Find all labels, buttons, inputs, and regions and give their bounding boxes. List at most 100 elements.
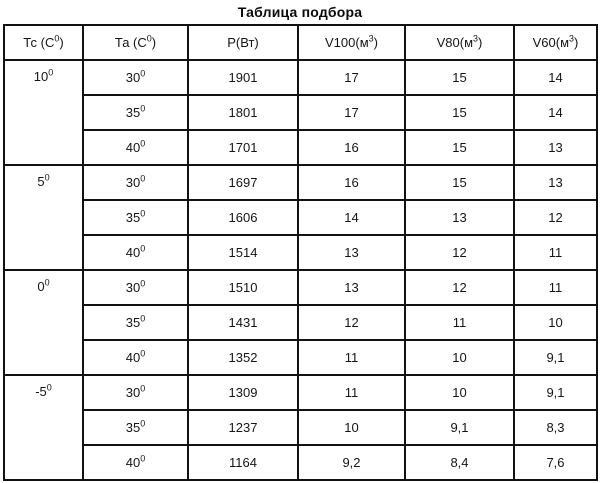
col-header-ta: Та (С0) [82, 24, 189, 61]
p-cell: 1801 [187, 94, 299, 131]
ta-value: 35 [125, 315, 141, 330]
table-row: 400 1164 9,2 8,4 7,6 [4, 444, 598, 481]
header-text: ) [59, 35, 64, 50]
p-cell: 1309 [187, 374, 299, 411]
v100-cell: 13 [297, 234, 406, 271]
v60-cell: 9,1 [513, 374, 598, 411]
degree-sup: 0 [146, 33, 152, 44]
v100-cell: 14 [297, 199, 406, 236]
ta-value: 30 [125, 175, 141, 190]
degree-sup: 0 [140, 138, 146, 149]
ta-cell: 400 [82, 339, 189, 376]
tc-value: -5 [35, 384, 47, 399]
degree-sup: 0 [54, 33, 60, 44]
ta-value: 30 [125, 280, 141, 295]
degree-sup: 0 [140, 243, 146, 254]
v60-cell: 8,3 [513, 409, 598, 446]
v100-cell: 17 [297, 59, 406, 96]
cubic-sup: 3 [473, 33, 479, 44]
table-row: 100 300 1901 17 15 14 [3, 59, 598, 166]
tc-cell: -50 [3, 374, 84, 481]
table-row: 350 1237 10 9,1 8,3 [4, 409, 598, 446]
v60-cell: 13 [513, 129, 598, 166]
v100-cell: 13 [297, 269, 406, 306]
v80-cell: 11 [404, 304, 515, 341]
header-text: ) [373, 35, 378, 50]
v80-cell: 15 [404, 129, 515, 166]
col-header-v80: V80(м3) [404, 24, 515, 61]
cubic-sup: 3 [569, 33, 575, 44]
ta-cell: 350 [82, 409, 189, 446]
page-title: Таблица подбора [237, 4, 363, 20]
col-header-tc: Тс (С0) [3, 24, 84, 61]
v100-cell: 16 [297, 164, 406, 201]
ta-cell: 400 [82, 444, 189, 481]
tc-cell: 00 [3, 269, 84, 376]
p-cell: 1697 [187, 164, 299, 201]
v60-cell: 10 [513, 304, 598, 341]
degree-sup: 0 [140, 103, 146, 114]
v80-cell: 12 [404, 269, 515, 306]
header-text: Тс (С [23, 35, 55, 50]
degree-sup: 0 [140, 68, 146, 79]
degree-sup: 0 [44, 277, 50, 288]
p-cell: 1606 [187, 199, 299, 236]
degree-sup: 0 [140, 453, 146, 464]
tc-value: 5 [37, 174, 45, 189]
degree-sup: 0 [140, 383, 146, 394]
v100-cell: 11 [297, 339, 406, 376]
v60-cell: 7,6 [513, 444, 598, 481]
degree-sup: 0 [44, 172, 50, 183]
header-text: ) [574, 35, 579, 50]
table-row: -50 300 1309 11 10 9,1 [3, 374, 598, 481]
v60-cell: 14 [513, 59, 598, 96]
selection-table: Тс (С0) Та (С0) Р(Вт) V100(м3) V80(м3) V… [3, 24, 598, 481]
table-row: 350 1606 14 13 12 [4, 199, 598, 236]
table-row: 00 300 1510 13 12 11 [3, 269, 598, 376]
ta-value: 40 [125, 455, 141, 470]
v60-cell: 11 [513, 234, 598, 271]
ta-value: 35 [125, 210, 141, 225]
v100-cell: 9,2 [297, 444, 406, 481]
v80-cell: 12 [404, 234, 515, 271]
col-header-v100: V100(м3) [297, 24, 406, 61]
v80-cell: 15 [404, 164, 515, 201]
degree-sup: 0 [140, 313, 146, 324]
v100-cell: 16 [297, 129, 406, 166]
table-row: 50 300 1697 16 15 13 [3, 164, 598, 271]
degree-sup: 0 [46, 382, 52, 393]
header-text: V80(м [436, 35, 474, 50]
table-row: 400 1352 11 10 9,1 [4, 339, 598, 376]
v60-cell: 14 [513, 94, 598, 131]
v80-cell: 10 [404, 374, 515, 411]
ta-cell: 300 [82, 164, 189, 201]
v100-cell: 12 [297, 304, 406, 341]
degree-sup: 0 [140, 348, 146, 359]
table-row: 400 1701 16 15 13 [4, 129, 598, 166]
header-text: V100(м [325, 35, 369, 50]
p-cell: 1901 [187, 59, 299, 96]
ta-value: 30 [125, 385, 141, 400]
header-text: ) [151, 35, 157, 50]
p-cell: 1514 [187, 234, 299, 271]
p-cell: 1237 [187, 409, 299, 446]
cubic-sup: 3 [368, 33, 374, 44]
ta-cell: 350 [82, 94, 189, 131]
v100-cell: 10 [297, 409, 406, 446]
ta-value: 40 [125, 350, 141, 365]
tc-cell: 100 [3, 59, 84, 166]
ta-cell: 300 [82, 59, 189, 96]
tc-value: 10 [33, 69, 49, 84]
header-text: V60(м [532, 35, 570, 50]
v100-cell: 17 [297, 94, 406, 131]
p-cell: 1352 [187, 339, 299, 376]
p-cell: 1510 [187, 269, 299, 306]
ta-value: 35 [125, 105, 141, 120]
ta-value: 30 [125, 70, 141, 85]
v60-cell: 12 [513, 199, 598, 236]
ta-value: 40 [125, 140, 141, 155]
v80-cell: 15 [404, 59, 515, 96]
v80-cell: 10 [404, 339, 515, 376]
ta-cell: 350 [82, 304, 189, 341]
